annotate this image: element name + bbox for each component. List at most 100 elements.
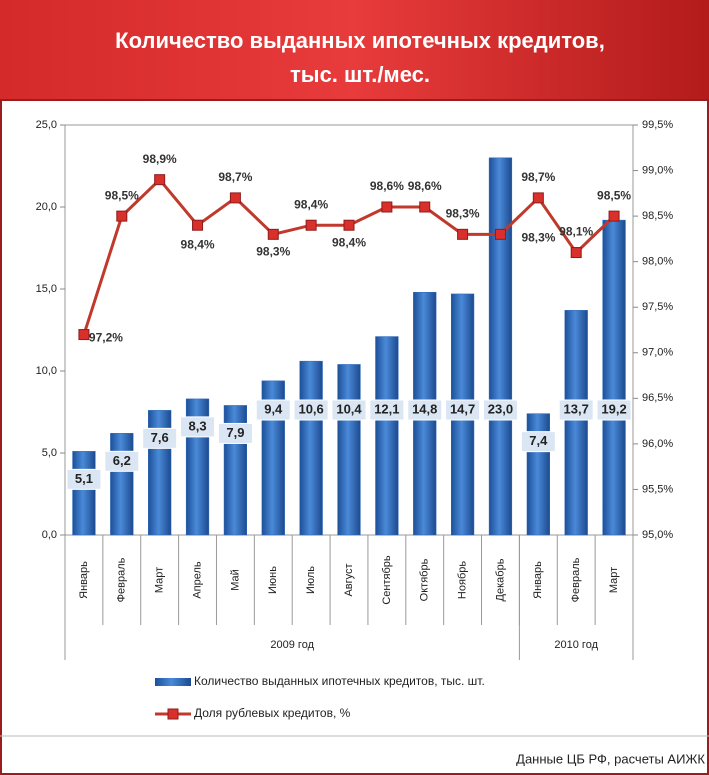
- label-box: [331, 399, 367, 421]
- x-tick-label: Июль: [305, 566, 317, 594]
- bar-label: 10,4: [336, 401, 362, 416]
- marker: [570, 247, 582, 259]
- bar-label: 14,7: [450, 401, 475, 416]
- chart-title: тыс. шт./мес.: [290, 62, 430, 87]
- line-label: 98,1%: [559, 225, 593, 239]
- bar: [602, 219, 626, 536]
- label-box: [558, 399, 594, 421]
- x-tick-label: Февраль: [570, 557, 582, 602]
- y-tick-label: 25,0: [36, 119, 57, 131]
- x-tick-label: Январь: [78, 561, 90, 599]
- y2-tick-label: 95,5%: [642, 483, 673, 495]
- marker: [457, 228, 469, 240]
- x-tick-label: Ноябрь: [457, 561, 469, 599]
- source: Данные ЦБ РФ, расчеты АИЖК: [516, 751, 705, 766]
- bar-label: 14,8: [412, 401, 437, 416]
- line-label: 98,4%: [181, 237, 215, 251]
- x-tick-label: Октябрь: [419, 558, 431, 601]
- bar-label: 19,2: [601, 401, 626, 416]
- marker: [78, 329, 90, 341]
- label-box: [369, 399, 405, 421]
- line-label: 98,6%: [408, 179, 442, 193]
- y-tick-label: 15,0: [36, 283, 57, 295]
- label-box: [104, 450, 140, 472]
- marker: [305, 219, 317, 231]
- group-label: 2010 год: [554, 639, 598, 651]
- bar: [110, 433, 134, 536]
- bar-label: 9,4: [264, 401, 283, 416]
- label-box: [180, 416, 216, 438]
- line-label: 98,5%: [105, 188, 139, 202]
- y2-tick-label: 98,0%: [642, 256, 673, 268]
- marker: [343, 219, 355, 231]
- marker: [154, 174, 166, 186]
- bar-label: 5,1: [75, 471, 93, 486]
- bar-label: 12,1: [374, 401, 399, 416]
- line-label: 98,3%: [446, 207, 480, 221]
- x-tick-label: Июнь: [267, 566, 279, 594]
- x-tick-label: Апрель: [191, 561, 203, 599]
- legend-label: Количество выданных ипотечных кредитов, …: [194, 674, 485, 688]
- frame: [0, 99, 709, 775]
- y2-tick-label: 99,5%: [642, 119, 673, 131]
- label-box: [255, 399, 291, 421]
- marker: [608, 210, 620, 222]
- x-tick-label: Февраль: [116, 557, 128, 602]
- label-box: [407, 399, 443, 421]
- bar-label: 13,7: [564, 401, 589, 416]
- chart-title: Количество выданных ипотечных кредитов,: [115, 28, 605, 53]
- bar: [488, 157, 513, 536]
- y2-tick-label: 99,0%: [642, 164, 673, 176]
- y2-tick-label: 96,0%: [642, 438, 673, 450]
- bar: [375, 336, 399, 536]
- x-tick-label: Январь: [532, 561, 544, 599]
- marker: [192, 219, 204, 231]
- bar-label: 23,0: [488, 401, 513, 416]
- x-tick-label: Май: [229, 569, 241, 591]
- bar-label: 6,2: [113, 453, 131, 468]
- line-label: 98,4%: [294, 197, 328, 211]
- label-box: [596, 399, 632, 421]
- legend-label: Доля рублевых кредитов, %: [194, 706, 351, 720]
- bar-label: 7,9: [226, 425, 244, 440]
- bar: [337, 364, 361, 536]
- bar: [564, 310, 588, 536]
- label-box: [293, 399, 329, 421]
- y-tick-label: 20,0: [36, 201, 57, 213]
- x-tick-label: Март: [154, 567, 166, 593]
- line-label: 98,4%: [332, 235, 366, 249]
- y-tick-label: 5,0: [42, 447, 57, 459]
- line-label: 98,6%: [370, 179, 404, 193]
- label-box: [445, 399, 481, 421]
- y2-tick-label: 97,5%: [642, 301, 673, 313]
- x-tick-label: Март: [608, 567, 620, 593]
- label-box: [217, 422, 253, 444]
- line-label: 98,7%: [218, 170, 252, 184]
- bar-label: 10,6: [298, 401, 323, 416]
- marker: [116, 210, 128, 222]
- y2-tick-label: 96,5%: [642, 392, 673, 404]
- y2-tick-label: 97,0%: [642, 347, 673, 359]
- marker: [419, 201, 431, 213]
- label-box: [482, 399, 518, 421]
- x-tick-label: Декабрь: [494, 558, 506, 601]
- marker: [229, 192, 241, 204]
- y2-tick-label: 98,5%: [642, 210, 673, 222]
- label-box: [142, 427, 178, 449]
- group-label: 2009 год: [270, 639, 314, 651]
- marker: [532, 192, 544, 204]
- line-label: 98,7%: [521, 170, 555, 184]
- y-tick-label: 0,0: [42, 529, 57, 541]
- y2-tick-label: 95,0%: [642, 529, 673, 541]
- marker: [494, 228, 506, 240]
- bar: [299, 360, 323, 536]
- bar-label: 7,6: [151, 430, 169, 445]
- legend-swatch: [155, 678, 191, 686]
- label-box: [520, 431, 556, 453]
- bar-label: 8,3: [188, 418, 206, 433]
- legend-swatch: [167, 708, 179, 720]
- line-label: 97,2%: [89, 331, 123, 345]
- y-tick-label: 10,0: [36, 365, 57, 377]
